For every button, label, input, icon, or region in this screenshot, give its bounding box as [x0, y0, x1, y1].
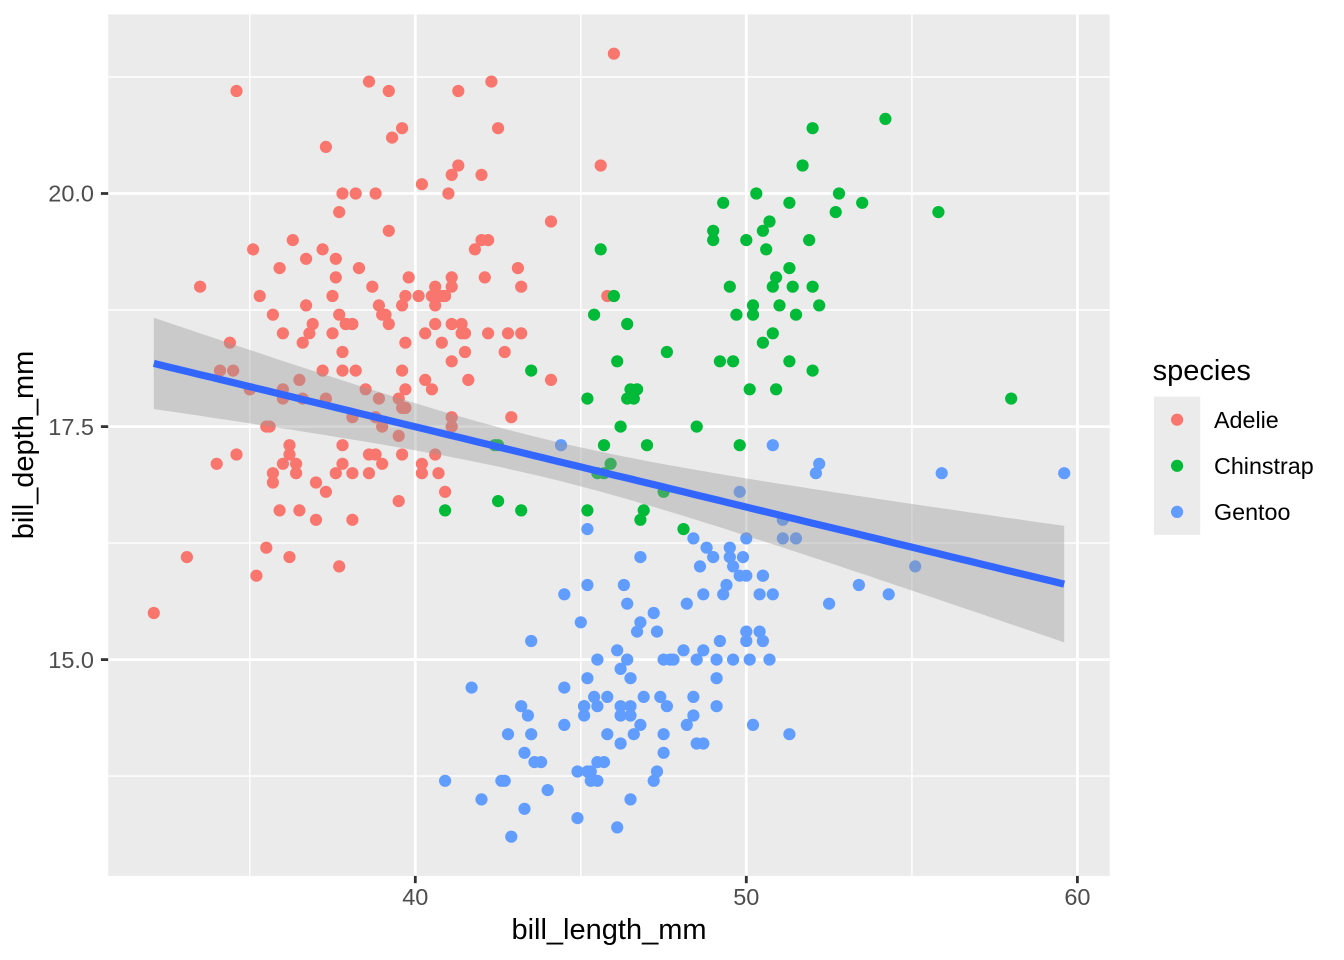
- svg-text:60: 60: [1064, 884, 1090, 910]
- svg-text:Chinstrap: Chinstrap: [1214, 453, 1314, 479]
- svg-text:Adelie: Adelie: [1214, 407, 1279, 433]
- svg-text:15.0: 15.0: [48, 647, 94, 673]
- svg-text:species: species: [1153, 355, 1251, 387]
- svg-text:20.0: 20.0: [48, 181, 94, 207]
- svg-text:40: 40: [402, 884, 428, 910]
- svg-text:bill_length_mm: bill_length_mm: [511, 914, 706, 946]
- svg-text:17.5: 17.5: [48, 414, 94, 440]
- svg-text:bill_depth_mm: bill_depth_mm: [8, 351, 40, 540]
- svg-text:Gentoo: Gentoo: [1214, 499, 1290, 525]
- svg-text:50: 50: [733, 884, 759, 910]
